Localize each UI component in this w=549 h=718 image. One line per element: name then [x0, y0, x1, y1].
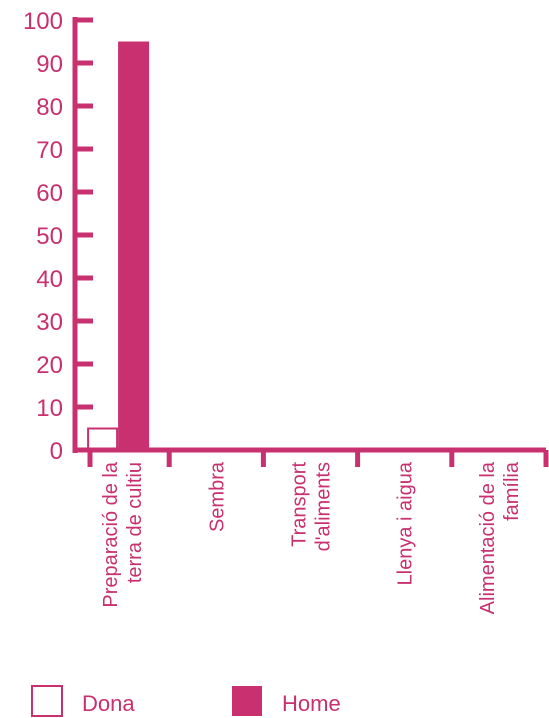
y-tick-label: 30 — [36, 309, 63, 336]
x-category-label: Sembra — [206, 461, 228, 532]
x-category-label: Llenya i aigua — [395, 461, 417, 585]
x-category-label: Preparació de la terra de cultiu — [100, 461, 146, 608]
y-tick-label: 80 — [36, 94, 63, 121]
legend-label-dona: Dona — [82, 691, 135, 716]
x-category-label-line: terra de cultiu — [124, 462, 146, 583]
y-axis: 0 10 20 30 40 50 60 70 80 90 100 — [23, 8, 93, 465]
x-category-label-line: Preparació de la — [100, 461, 122, 608]
x-category-label: Transport d'aliments — [289, 462, 335, 552]
x-category-label-line: Sembra — [206, 461, 228, 532]
y-tick-label: 60 — [36, 180, 63, 207]
legend-swatch-dona — [31, 685, 63, 717]
x-axis: Preparació de la terra de cultiu Sembra Tra… — [73, 447, 549, 614]
x-category-label-line: Transport — [289, 462, 311, 547]
y-tick-label: 50 — [36, 223, 63, 250]
y-tick-label: 10 — [36, 395, 63, 422]
legend: Dona Home — [31, 685, 341, 717]
x-category-label-line: família — [501, 461, 523, 521]
bar-home-0 — [118, 41, 150, 450]
y-tick-label: 90 — [36, 51, 63, 78]
y-tick-label: 70 — [36, 137, 63, 164]
x-category-label-line: Llenya i aigua — [395, 461, 417, 585]
bars — [87, 41, 150, 451]
y-tick-label: 20 — [36, 352, 63, 379]
x-category-label: Alimentació de la família — [477, 461, 523, 614]
legend-swatch-home — [232, 686, 262, 716]
x-category-label-line: d'aliments — [313, 462, 335, 551]
y-tick-label: 100 — [23, 8, 63, 35]
legend-label-home: Home — [282, 691, 341, 716]
y-tick-label: 40 — [36, 266, 63, 293]
y-tick-label: 0 — [50, 438, 63, 465]
bar-dona-0 — [87, 427, 119, 451]
x-category-label-line: Alimentació de la — [477, 461, 499, 614]
